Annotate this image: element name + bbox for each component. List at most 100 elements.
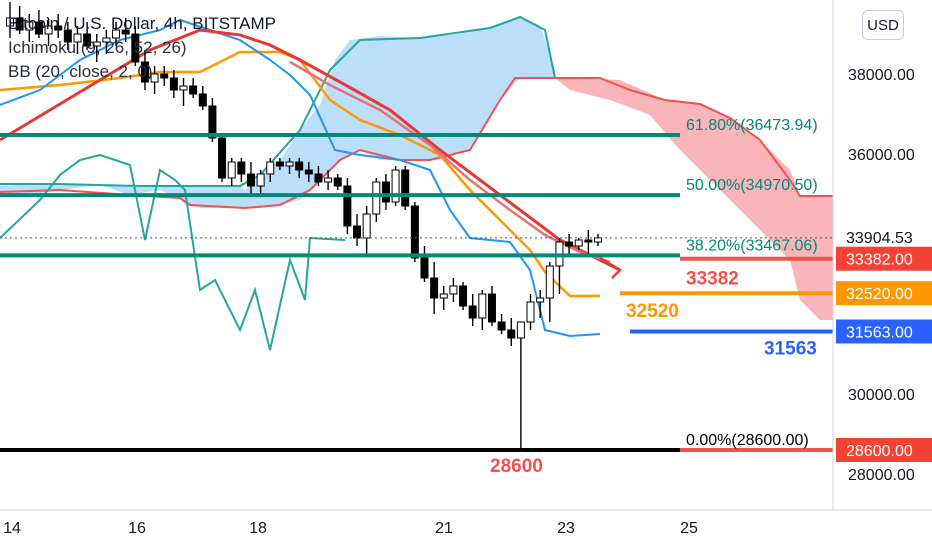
price-axis: 38000.00 36000.00 30000.00 28000.00 [848, 67, 915, 484]
candle [256, 170, 265, 194]
candle [545, 262, 554, 322]
candle-body [112, 29, 121, 39]
candle [353, 214, 362, 246]
candle-body [102, 37, 111, 43]
candle-body [439, 293, 448, 299]
candle-body [54, 25, 63, 31]
chikou-span-line [0, 153, 346, 351]
candle [497, 314, 506, 334]
time-axis-tick-label: 23 [557, 520, 575, 537]
fib-level-label: 38.20%(33467.06) [686, 237, 818, 254]
candle-body [353, 225, 362, 239]
candle [227, 158, 236, 186]
time-axis-tick-label: 14 [3, 520, 21, 537]
candle-body [324, 177, 333, 183]
candle [459, 282, 468, 310]
bollinger-legend[interactable]: BB (20, close, 2, 0) [8, 62, 153, 81]
candle-body [507, 329, 516, 339]
candle-body [266, 161, 275, 175]
candle-body [565, 241, 574, 247]
candle [63, 22, 72, 50]
candle [381, 174, 390, 210]
candle-body [208, 105, 217, 139]
candle-body [92, 41, 101, 47]
candle-body [44, 25, 53, 35]
candle-body [430, 277, 439, 299]
candle-body [516, 321, 525, 339]
candle [584, 230, 593, 254]
candle [420, 246, 429, 282]
ichimoku-legend[interactable]: Ichimoku (9, 26, 52, 26) [8, 38, 187, 57]
candle-body [468, 305, 477, 319]
candle [121, 18, 130, 42]
candle [140, 50, 149, 90]
candle-body [131, 33, 140, 63]
candle-body [526, 301, 535, 323]
fib-level-label: 61.80%(36473.94) [686, 117, 818, 134]
candle-body [34, 21, 43, 35]
candle-body [487, 293, 496, 323]
price-axis-tick-label: 36000.00 [848, 147, 915, 164]
candle-body [256, 173, 265, 187]
candle [333, 174, 342, 190]
cloud-leading-span-a [0, 15, 556, 187]
candle-body [179, 85, 188, 91]
candle [102, 30, 111, 54]
level-label-32520: 32520 [626, 301, 679, 322]
time-axis-tick-label: 18 [249, 520, 267, 537]
level-label-31563: 31563 [764, 338, 817, 359]
currency-button[interactable]: USD [862, 10, 904, 40]
price-badge-text: 28600.00 [846, 443, 913, 460]
candle-body [121, 29, 130, 35]
candle [150, 66, 159, 94]
candle [314, 166, 323, 186]
candle [478, 290, 487, 330]
candle [198, 86, 207, 110]
level-labels: 61.80%(36473.94) 50.00%(34970.50) 38.20%(3… [490, 117, 818, 477]
candle [44, 18, 53, 46]
candle [237, 158, 246, 182]
candle [516, 321, 525, 450]
candle [189, 78, 198, 98]
candle [34, 10, 43, 38]
candle-body [449, 285, 458, 295]
candle [54, 14, 63, 38]
candle-body [160, 73, 169, 79]
candle-body [218, 137, 227, 179]
candle-body [372, 181, 381, 215]
cloud-bearish [515, 78, 833, 320]
fib-level-label: 0.00%(28600.00) [686, 432, 809, 449]
candle [594, 234, 602, 246]
candle-body [6, 17, 14, 27]
candle-body [381, 181, 390, 203]
symbol-title[interactable]: Bitcoin / U.S. Dollar, 4h, BITSTAMP [8, 14, 276, 33]
candle-body [285, 161, 294, 167]
candle [169, 70, 178, 98]
candle [160, 66, 169, 86]
price-badge: 32520.00 [836, 281, 932, 306]
candle [449, 278, 458, 302]
candle [526, 294, 535, 330]
candle [468, 294, 477, 326]
price-badge-text: 32520.00 [846, 286, 913, 303]
level-label-28600: 28600 [490, 456, 543, 477]
candle [112, 22, 121, 46]
candle-body [246, 173, 255, 187]
fibonacci-levels [0, 133, 833, 452]
candle-body [478, 293, 487, 319]
price-badge: 28600.00 [836, 438, 932, 462]
cloud-leading-span-b [0, 77, 833, 210]
time-axis-tick-label: 16 [128, 520, 146, 537]
candle-body [343, 185, 352, 227]
candle [391, 166, 400, 206]
candle [295, 158, 304, 178]
candle [285, 158, 294, 174]
candle [218, 134, 227, 182]
candle-body [584, 239, 593, 243]
candle [401, 166, 410, 210]
candle [487, 286, 496, 326]
candle-body [420, 257, 429, 279]
candle [15, 6, 24, 34]
candle-body [25, 21, 34, 31]
